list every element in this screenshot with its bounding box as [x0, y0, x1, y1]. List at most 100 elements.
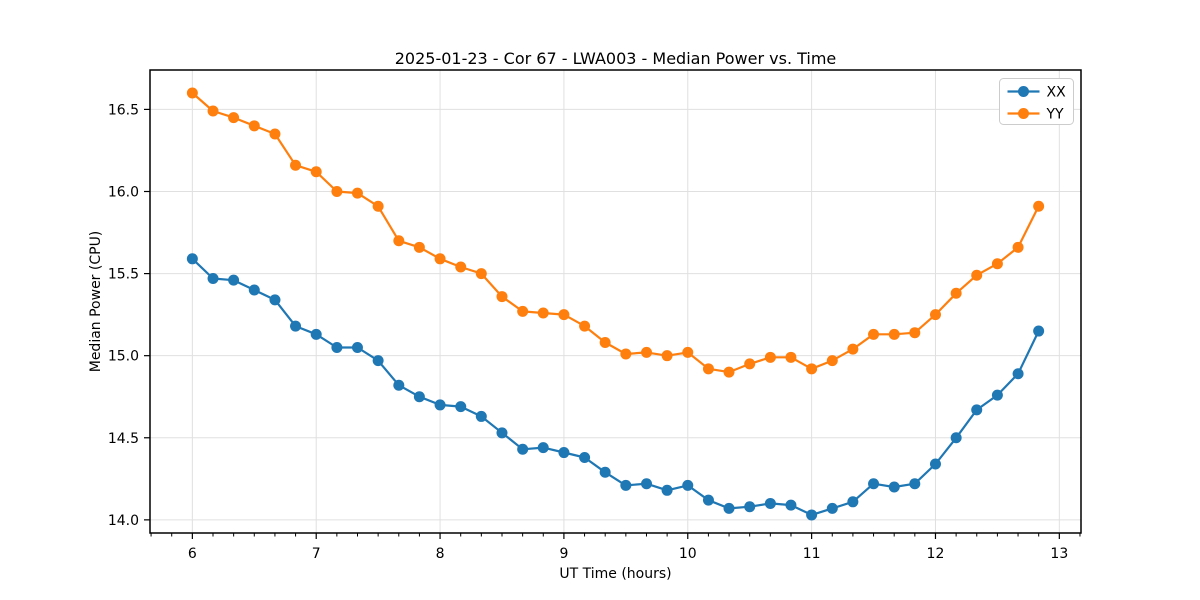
- data-point-yy: [909, 327, 921, 339]
- y-tick-label: 15.5: [108, 267, 139, 283]
- data-point-xx: [455, 401, 467, 413]
- data-point-xx: [269, 294, 281, 306]
- data-point-xx: [434, 399, 446, 411]
- data-point-xx: [207, 273, 219, 285]
- legend-marker: [1018, 86, 1029, 97]
- data-point-yy: [434, 253, 446, 265]
- data-point-yy: [661, 350, 673, 362]
- series-line-xx: [191, 257, 1040, 517]
- data-point-xx: [868, 478, 880, 490]
- data-point-xx: [228, 274, 240, 286]
- data-point-xx: [413, 391, 425, 403]
- data-point-xx: [393, 379, 405, 391]
- data-point-xx: [950, 432, 962, 444]
- x-tick-label: 12: [927, 546, 945, 562]
- data-point-xx: [496, 427, 508, 439]
- data-point-yy: [1033, 200, 1045, 212]
- data-point-yy: [971, 269, 983, 281]
- data-point-xx: [764, 497, 776, 509]
- data-point-xx: [620, 479, 632, 491]
- data-point-yy: [682, 346, 694, 358]
- data-point-xx: [929, 458, 941, 470]
- data-point-xx: [826, 502, 838, 514]
- data-point-yy: [929, 309, 941, 321]
- y-axis-label: Median Power (CPU): [88, 231, 104, 373]
- x-axis-label: UT Time (hours): [559, 566, 671, 582]
- data-point-xx: [888, 481, 900, 493]
- data-point-yy: [641, 346, 653, 358]
- data-point-xx: [537, 442, 549, 454]
- data-point-yy: [620, 348, 632, 360]
- data-point-xx: [517, 443, 529, 455]
- data-point-yy: [723, 366, 735, 378]
- data-point-xx: [310, 328, 322, 340]
- data-point-xx: [971, 404, 983, 416]
- data-point-xx: [806, 509, 818, 521]
- data-point-xx: [682, 479, 694, 491]
- data-point-yy: [579, 320, 591, 332]
- data-point-xx: [558, 447, 570, 459]
- data-point-yy: [558, 309, 570, 321]
- chart-title: 2025-01-23 - Cor 67 - LWA003 - Median Po…: [395, 49, 837, 68]
- data-point-yy: [248, 120, 260, 132]
- data-point-yy: [764, 351, 776, 363]
- data-point-xx: [723, 502, 735, 514]
- data-point-yy: [310, 166, 322, 178]
- plot-border: [149, 69, 1082, 534]
- data-point-yy: [413, 241, 425, 253]
- data-point-xx: [248, 284, 260, 296]
- data-point-xx: [785, 499, 797, 511]
- data-point-yy: [847, 343, 859, 355]
- data-point-xx: [702, 494, 714, 506]
- data-point-yy: [785, 351, 797, 363]
- data-point-xx: [186, 253, 198, 265]
- legend-label-xx: XX: [1047, 85, 1067, 101]
- data-point-yy: [950, 287, 962, 299]
- data-point-xx: [1012, 368, 1024, 380]
- x-tick-label: 10: [679, 546, 697, 562]
- data-point-yy: [228, 112, 240, 124]
- data-point-yy: [331, 185, 343, 197]
- y-tick-label: 14.0: [108, 513, 139, 529]
- data-point-yy: [991, 258, 1003, 270]
- data-point-xx: [641, 478, 653, 490]
- legend-marker: [1018, 108, 1029, 119]
- data-point-xx: [599, 466, 611, 478]
- x-tick-label: 11: [803, 546, 821, 562]
- data-point-yy: [599, 337, 611, 349]
- x-tick-label: 7: [312, 546, 321, 562]
- x-tick-label: 13: [1050, 546, 1068, 562]
- chart-plot-area: 6 7 8 9 10 11 12 13 14.0 14.5 15.0 15.5 16.0 16.5 XX YY: [108, 69, 1082, 562]
- data-point-yy: [269, 128, 281, 140]
- data-point-xx: [475, 410, 487, 422]
- x-tick-label: 6: [188, 546, 197, 562]
- data-point-yy: [351, 187, 363, 199]
- x-tick-label: 8: [436, 546, 445, 562]
- x-tick-label: 9: [559, 546, 568, 562]
- legend: XX YY: [999, 78, 1074, 125]
- data-point-yy: [455, 261, 467, 273]
- data-point-yy: [744, 358, 756, 370]
- data-point-yy: [826, 355, 838, 367]
- data-point-yy: [806, 363, 818, 375]
- data-point-xx: [1033, 325, 1045, 337]
- data-point-xx: [847, 496, 859, 508]
- data-point-yy: [372, 200, 384, 212]
- data-point-yy: [517, 305, 529, 317]
- data-point-yy: [393, 235, 405, 247]
- data-point-yy: [537, 307, 549, 319]
- legend-label-yy: YY: [1046, 107, 1065, 123]
- data-point-xx: [744, 501, 756, 513]
- y-tick-label: 16.5: [108, 102, 139, 118]
- data-point-xx: [372, 355, 384, 367]
- data-point-yy: [496, 291, 508, 303]
- data-point-xx: [579, 451, 591, 463]
- y-tick-label: 14.5: [108, 431, 139, 447]
- y-tick-label: 16.0: [108, 184, 139, 200]
- data-point-yy: [186, 87, 198, 99]
- data-point-xx: [991, 389, 1003, 401]
- data-point-yy: [207, 105, 219, 117]
- data-point-xx: [661, 484, 673, 496]
